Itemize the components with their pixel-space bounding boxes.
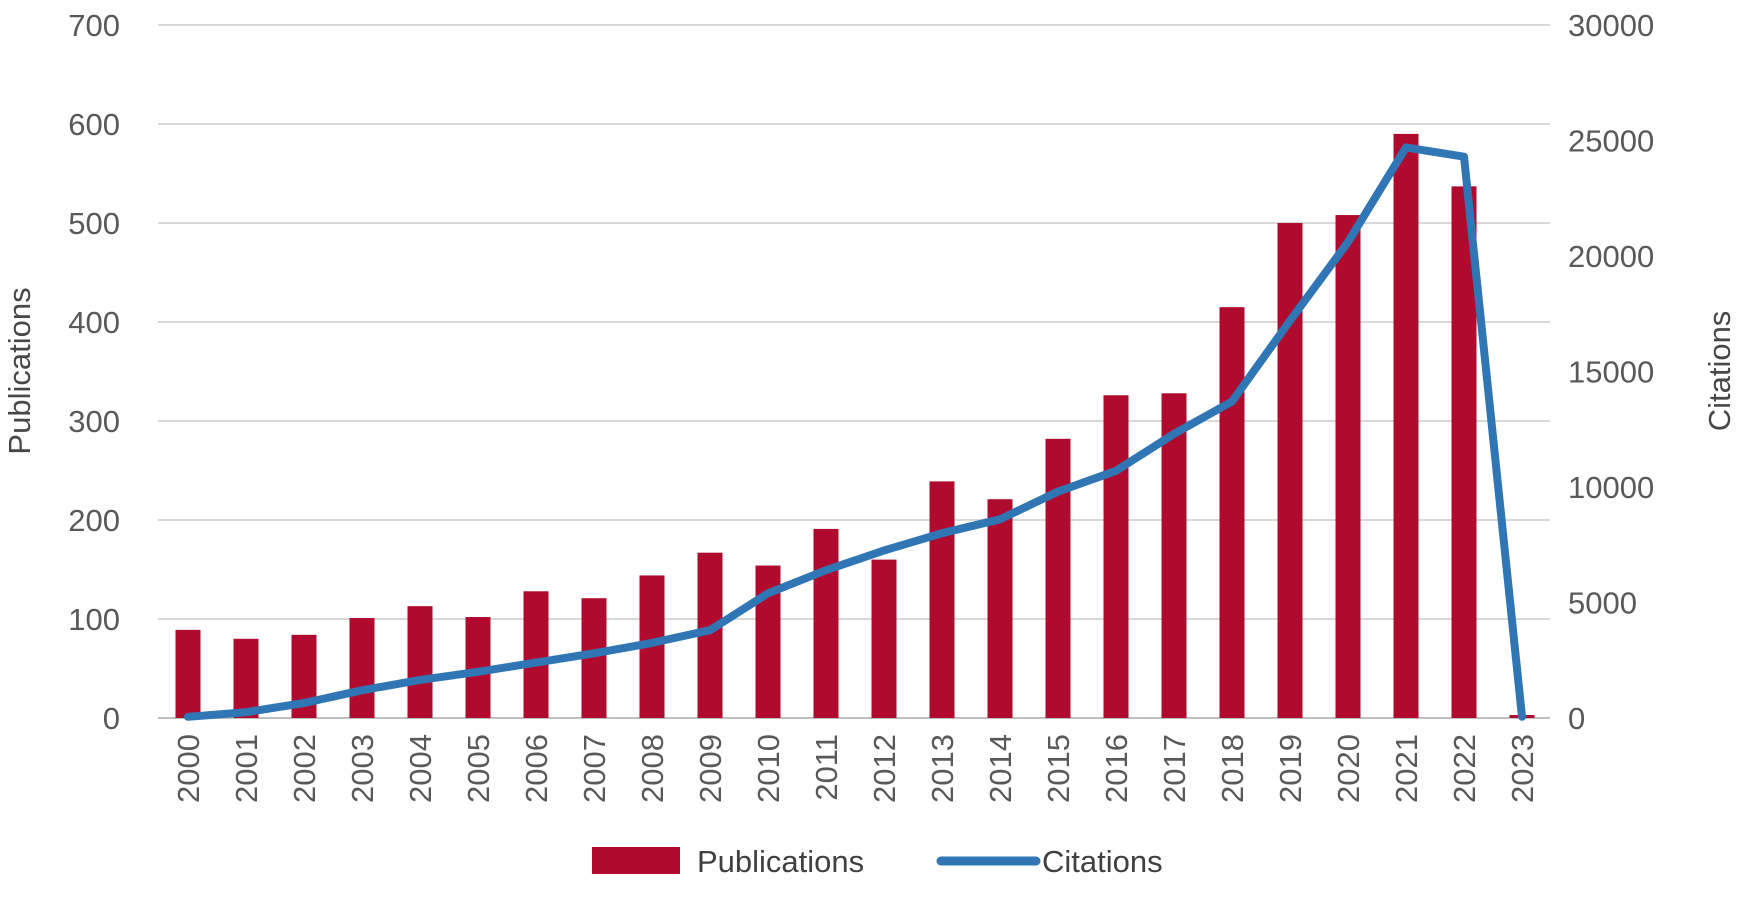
x-axis-year-label: 2002 [287,734,322,803]
left-axis-tick-label: 500 [68,206,120,241]
x-axis-year-label: 2010 [751,734,786,803]
x-axis-year-label: 2004 [403,734,438,803]
legend-publications-label: Publications [697,844,864,879]
right-axis-tick-label: 30000 [1568,8,1654,43]
publications-bar [987,499,1013,718]
right-axis-title: Citations [1702,311,1737,432]
left-axis-tick-label: 100 [68,602,120,637]
left-axis-tick-label: 200 [68,503,120,538]
left-axis-tick-label: 300 [68,404,120,439]
publications-bar [1393,133,1419,718]
x-axis-year-label: 2003 [345,734,380,803]
x-axis-year-label: 2005 [461,734,496,803]
publications-bar [1045,438,1071,718]
x-axis-year-label: 2016 [1099,734,1134,803]
publications-bar [813,528,839,718]
x-axis-year-label: 2015 [1041,734,1076,803]
x-axis-year-label: 2000 [171,734,206,803]
publications-bar [1335,215,1361,718]
legend: Publications Citations [592,844,1163,879]
publications-bar [1161,393,1187,718]
x-axis-year-label: 2020 [1331,734,1366,803]
right-axis-tick-labels: 0 5000 10000 15000 20000 25000 30000 [1568,8,1654,736]
publications-bar [175,629,201,718]
publications-bar [1219,307,1245,718]
x-axis-year-labels: 2000 2001 2002 2003 2004 2005 2006 2007 2008 2009… [171,734,1540,803]
x-axis-year-label: 2022 [1447,734,1482,803]
left-axis-tick-label: 600 [68,107,120,142]
publications-bar [1277,223,1303,718]
publications-bar [233,638,259,718]
publications-bar [871,559,897,718]
x-axis-year-label: 2019 [1273,734,1308,803]
right-axis-tick-label: 5000 [1568,586,1637,621]
publications-bars [175,133,1535,718]
publications-bar [929,481,955,718]
x-axis-year-label: 2012 [867,734,902,803]
left-axis-tick-label: 400 [68,305,120,340]
publications-bar [523,591,549,718]
left-axis-tick-labels: 0 100 200 300 400 500 600 700 [68,8,120,736]
publications-bar [407,606,433,718]
citations-line-layer [184,143,1526,721]
x-axis-year-label: 2013 [925,734,960,803]
right-axis-tick-label: 20000 [1568,239,1654,274]
x-axis-year-label: 2006 [519,734,554,803]
left-axis-title: Publications [2,287,37,454]
right-axis-tick-label: 0 [1568,701,1585,736]
right-axis-tick-label: 15000 [1568,355,1654,390]
right-axis-tick-label: 10000 [1568,470,1654,505]
x-axis-year-label: 2018 [1215,734,1250,803]
x-axis-year-label: 2023 [1505,734,1540,803]
legend-publications-swatch [592,847,680,874]
left-axis-tick-label: 0 [103,701,120,736]
left-axis-tick-label: 700 [68,8,120,43]
x-axis-year-label: 2021 [1389,734,1424,803]
legend-citations-label: Citations [1042,844,1163,879]
citations-line [184,143,1526,721]
gridlines [158,24,1550,719]
x-axis-year-label: 2009 [693,734,728,803]
x-axis-year-label: 2017 [1157,734,1192,803]
publications-bar [349,618,375,718]
x-axis-year-label: 2007 [577,734,612,803]
x-axis-year-label: 2008 [635,734,670,803]
x-axis-year-label: 2011 [809,734,844,801]
x-axis-year-label: 2001 [229,734,264,803]
publications-bar [1103,395,1129,718]
x-axis-year-label: 2014 [983,734,1018,803]
right-axis-tick-label: 25000 [1568,124,1654,159]
